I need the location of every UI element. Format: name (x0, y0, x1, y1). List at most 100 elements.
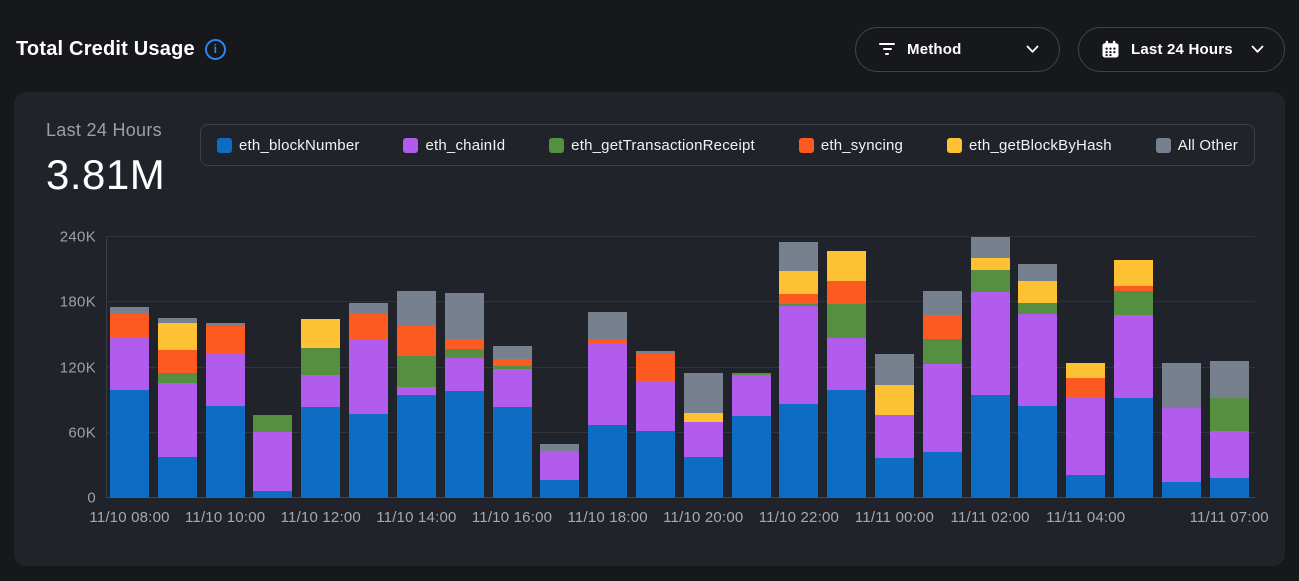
bar-11-11-01-00[interactable] (922, 237, 962, 498)
bar-11-10-09-00[interactable] (157, 237, 197, 498)
segment-eth_syncing[interactable] (635, 353, 675, 381)
segment-All Other[interactable] (540, 443, 580, 452)
segment-eth_chainId[interactable] (683, 421, 723, 457)
segment-eth_blockNumber[interactable] (1209, 478, 1249, 498)
segment-eth_chainId[interactable] (1066, 397, 1106, 476)
segment-eth_chainId[interactable] (396, 387, 436, 395)
legend-item-eth_blockNumber[interactable]: eth_blockNumber (217, 137, 360, 154)
segment-eth_syncing[interactable] (1066, 378, 1106, 398)
bar-11-10-13-00[interactable] (349, 237, 389, 498)
segment-eth_getTransactionReceipt[interactable] (301, 347, 341, 376)
segment-eth_syncing[interactable] (827, 280, 867, 305)
segment-eth_chainId[interactable] (444, 357, 484, 392)
segment-eth_blockNumber[interactable] (779, 404, 819, 498)
segment-eth_blockNumber[interactable] (683, 456, 723, 498)
segment-eth_getTransactionReceipt[interactable] (253, 415, 293, 432)
bar-11-10-23-00[interactable] (827, 237, 867, 498)
segment-eth_getBlockByHash[interactable] (827, 251, 867, 281)
bar-11-10-08-00[interactable] (110, 237, 149, 498)
bar-11-10-16-00[interactable] (492, 237, 532, 498)
segment-eth_chainId[interactable] (492, 368, 532, 407)
segment-eth_blockNumber[interactable] (110, 390, 149, 498)
bar-11-10-22-00[interactable] (779, 237, 819, 498)
segment-eth_chainId[interactable] (922, 364, 962, 453)
legend-item-eth_getTransactionReceipt[interactable]: eth_getTransactionReceipt (549, 137, 755, 154)
segment-eth_getTransactionReceipt[interactable] (731, 372, 771, 376)
segment-eth_getBlockByHash[interactable] (1114, 259, 1154, 286)
segment-eth_getTransactionReceipt[interactable] (922, 339, 962, 365)
bar-11-10-19-00[interactable] (635, 237, 675, 498)
time-range-dropdown[interactable]: Last 24 Hours (1078, 26, 1285, 72)
segment-eth_blockNumber[interactable] (349, 414, 389, 498)
segment-eth_blockNumber[interactable] (635, 430, 675, 498)
segment-eth_chainId[interactable] (1209, 430, 1249, 479)
segment-eth_syncing[interactable] (110, 314, 149, 339)
bar-11-10-10-00[interactable] (205, 237, 245, 498)
segment-eth_getTransactionReceipt[interactable] (1018, 303, 1058, 315)
segment-eth_blockNumber[interactable] (875, 457, 914, 498)
bar-11-10-12-00[interactable] (301, 237, 341, 498)
segment-eth_chainId[interactable] (1161, 407, 1201, 482)
info-icon[interactable]: i (204, 38, 226, 60)
segment-eth_blockNumber[interactable] (1066, 475, 1106, 498)
method-filter-dropdown[interactable]: Method (855, 26, 1060, 72)
segment-eth_getBlockByHash[interactable] (301, 318, 341, 348)
segment-eth_getBlockByHash[interactable] (779, 270, 819, 294)
segment-eth_syncing[interactable] (157, 350, 197, 373)
segment-eth_chainId[interactable] (588, 342, 628, 426)
bar-11-11-03-00[interactable] (1018, 237, 1058, 498)
segment-eth_syncing[interactable] (922, 315, 962, 340)
segment-eth_chainId[interactable] (1018, 314, 1058, 406)
segment-eth_chainId[interactable] (253, 431, 293, 492)
bar-11-10-11-00[interactable] (253, 237, 293, 498)
segment-eth_blockNumber[interactable] (1114, 397, 1154, 498)
segment-eth_syncing[interactable] (1114, 285, 1154, 292)
segment-All Other[interactable] (875, 354, 914, 385)
segment-All Other[interactable] (922, 291, 962, 316)
segment-eth_chainId[interactable] (875, 415, 914, 458)
segment-eth_getTransactionReceipt[interactable] (396, 355, 436, 388)
bar-11-10-21-00[interactable] (731, 237, 771, 498)
segment-eth_blockNumber[interactable] (540, 479, 580, 498)
segment-All Other[interactable] (1209, 361, 1249, 398)
segment-All Other[interactable] (970, 237, 1010, 258)
segment-eth_blockNumber[interactable] (731, 416, 771, 498)
segment-All Other[interactable] (349, 303, 389, 315)
segment-All Other[interactable] (205, 322, 245, 327)
segment-All Other[interactable] (444, 292, 484, 340)
segment-eth_getTransactionReceipt[interactable] (1209, 397, 1249, 431)
segment-eth_getTransactionReceipt[interactable] (827, 304, 867, 339)
bar-11-10-17-00[interactable] (540, 237, 580, 498)
segment-eth_syncing[interactable] (588, 340, 628, 343)
bar-11-11-02-00[interactable] (970, 237, 1010, 498)
segment-eth_getTransactionReceipt[interactable] (779, 304, 819, 306)
segment-eth_syncing[interactable] (492, 358, 532, 367)
bar-11-11-04-00[interactable] (1066, 237, 1106, 498)
segment-All Other[interactable] (1161, 363, 1201, 408)
segment-eth_syncing[interactable] (396, 326, 436, 356)
segment-eth_getBlockByHash[interactable] (1066, 363, 1106, 379)
segment-eth_chainId[interactable] (349, 339, 389, 415)
segment-eth_blockNumber[interactable] (157, 456, 197, 498)
segment-eth_blockNumber[interactable] (444, 391, 484, 498)
segment-eth_getTransactionReceipt[interactable] (492, 366, 532, 369)
segment-All Other[interactable] (396, 291, 436, 327)
segment-eth_chainId[interactable] (301, 375, 341, 407)
segment-eth_syncing[interactable] (205, 326, 245, 354)
bar-11-10-14-00[interactable] (396, 237, 436, 498)
segment-eth_syncing[interactable] (779, 293, 819, 305)
segment-All Other[interactable] (110, 306, 149, 315)
segment-eth_blockNumber[interactable] (205, 405, 245, 498)
segment-eth_chainId[interactable] (731, 375, 771, 417)
segment-eth_chainId[interactable] (540, 451, 580, 480)
segment-All Other[interactable] (588, 312, 628, 341)
legend-item-eth_syncing[interactable]: eth_syncing (798, 137, 903, 154)
segment-eth_chainId[interactable] (635, 380, 675, 431)
bar-11-10-15-00[interactable] (444, 237, 484, 498)
segment-All Other[interactable] (492, 345, 532, 359)
segment-eth_blockNumber[interactable] (827, 390, 867, 498)
bar-11-11-06-00[interactable] (1161, 237, 1201, 498)
segment-eth_blockNumber[interactable] (301, 406, 341, 498)
segment-eth_getTransactionReceipt[interactable] (157, 372, 197, 383)
segment-eth_chainId[interactable] (970, 292, 1010, 395)
